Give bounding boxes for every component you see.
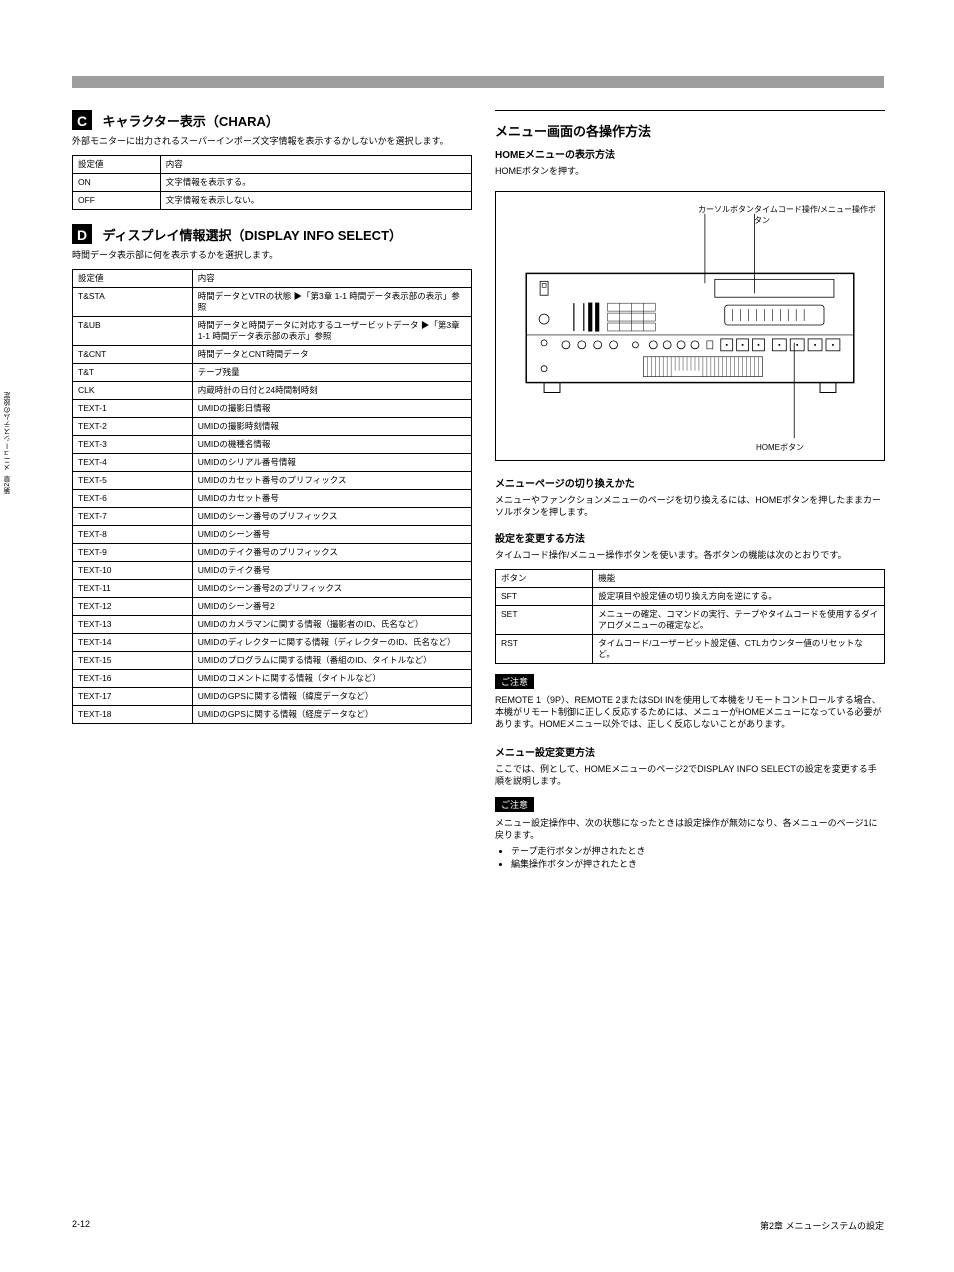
button-table: ボタン 機能 SFT設定項目や設定値の切り換え方向を逆にする。 SETメニューの…: [495, 569, 885, 664]
table-d-col0: 設定値: [73, 270, 193, 288]
table-row: TEXT-5UMIDのカセット番号のプリフィックス: [73, 472, 472, 490]
device-figure: カーソルボタン タイムコード操作/メニュー操作ボタン HOMEボタン: [495, 191, 885, 461]
table-row: TEXT-13UMIDのカメラマンに関する情報（撮影者のID、氏名など）: [73, 616, 472, 634]
table-row: TEXT-10UMIDのテイク番号: [73, 562, 472, 580]
btn-table-col1: 機能: [593, 570, 885, 588]
right-sub-3: 設定を変更する方法: [495, 530, 885, 545]
right-body-1: HOMEボタンを押す。: [495, 165, 885, 177]
table-row: TEXT-15UMIDのプログラムに関する情報（番組のID、タイトルなど）: [73, 652, 472, 670]
right-body-2: メニューやファンクションメニューのページを切り換えるには、HOMEボタンを押した…: [495, 494, 885, 518]
section-d: D ディスプレイ情報選択（DISPLAY INFO SELECT） 時間データ表…: [72, 224, 472, 724]
right-column: メニュー画面の各操作方法 HOMEメニューの表示方法 HOMEボタンを押す。 カ…: [495, 110, 885, 871]
section-c: C キャラクター表示（CHARA） 外部モニターに出力されるスーパーインポーズ文…: [72, 110, 472, 210]
table-row: CLK内蔵時計の日付と24時間制時刻: [73, 382, 472, 400]
note-body-2: メニュー設定操作中、次の状態になったときは設定操作が無効になり、各メニューのペー…: [495, 817, 885, 841]
side-tab: 第2章 メニューシステムの設定: [0, 388, 38, 498]
section-title-c: キャラクター表示（CHARA）: [102, 114, 278, 129]
table-row: TEXT-8UMIDのシーン番号: [73, 526, 472, 544]
table-row: TEXT-18UMIDのGPSに関する情報（経度データなど）: [73, 706, 472, 724]
right-sub-1: HOMEメニューの表示方法: [495, 146, 885, 161]
right-body-3: タイムコード操作/メニュー操作ボタンを使います。各ボタンの機能は次のとおりです。: [495, 549, 885, 561]
table-row: TEXT-2UMIDの撮影時刻情報: [73, 418, 472, 436]
table-row: T&CNT時間データとCNT時間データ: [73, 346, 472, 364]
footer-chapter: 第2章 メニューシステムの設定: [760, 1219, 884, 1232]
figure-callout-bot: HOMEボタン: [756, 442, 804, 453]
list-item: 編集操作ボタンが押されたとき: [511, 858, 885, 871]
table-c: 設定値 内容 ON文字情報を表示する。 OFF文字情報を表示しない。: [72, 155, 472, 210]
table-row: T&Tテープ残量: [73, 364, 472, 382]
table-row: TEXT-11UMIDのシーン番号2のプリフィックス: [73, 580, 472, 598]
note-label-1: ご注意: [495, 674, 534, 689]
table-row: TEXT-16UMIDのコメントに関する情報（タイトルなど）: [73, 670, 472, 688]
right-heading-1: メニュー画面の各操作方法: [495, 121, 885, 140]
figure-callout-mid: タイムコード操作/メニュー操作ボタン: [754, 204, 884, 226]
footer-page: 2-12: [72, 1219, 90, 1232]
table-row: ON文字情報を表示する。: [73, 174, 472, 192]
table-row: TEXT-3UMIDの機種名情報: [73, 436, 472, 454]
table-row: T&UB時間データと時間データに対応するユーザービットデータ ▶「第3章 1-1…: [73, 317, 472, 346]
header-bar: [72, 76, 884, 88]
list-item: テープ走行ボタンが押されたとき: [511, 845, 885, 858]
table-row: TEXT-4UMIDのシリアル番号情報: [73, 454, 472, 472]
note-label-2: ご注意: [495, 797, 534, 812]
device-svg: [496, 192, 884, 460]
table-row: T&STA時間データとVTRの状態 ▶「第3章 1-1 時間データ表示部の表示」…: [73, 288, 472, 317]
table-row: SETメニューの確定、コマンドの実行、テープやタイムコードを使用するダイアログメ…: [496, 606, 885, 635]
table-row: TEXT-1UMIDの撮影日情報: [73, 400, 472, 418]
table-d: 設定値 内容 T&STA時間データとVTRの状態 ▶「第3章 1-1 時間データ…: [72, 269, 472, 724]
table-row: RSTタイムコード/ユーザービット設定値、CTLカウンター値のリセットなど。: [496, 635, 885, 664]
table-row: TEXT-7UMIDのシーン番号のプリフィックス: [73, 508, 472, 526]
section-title-d: ディスプレイ情報選択（DISPLAY INFO SELECT）: [102, 228, 402, 243]
table-d-col1: 内容: [192, 270, 471, 288]
left-column: C キャラクター表示（CHARA） 外部モニターに出力されるスーパーインポーズ文…: [72, 110, 472, 724]
table-row: TEXT-14UMIDのディレクターに関する情報（ディレクターのID、氏名など）: [73, 634, 472, 652]
table-row: TEXT-17UMIDのGPSに関する情報（緯度データなど）: [73, 688, 472, 706]
table-row: TEXT-12UMIDのシーン番号2: [73, 598, 472, 616]
section-desc-d: 時間データ表示部に何を表示するかを選択します。: [72, 249, 472, 261]
table-row: SFT設定項目や設定値の切り換え方向を逆にする。: [496, 588, 885, 606]
section-badge-c: C: [72, 110, 92, 130]
btn-table-col0: ボタン: [496, 570, 593, 588]
page-footer: 2-12 第2章 メニューシステムの設定: [72, 1219, 884, 1232]
note-body-1: REMOTE 1（9P）、REMOTE 2またはSDI INを使用して本機をリモ…: [495, 694, 885, 730]
right-sub-2: メニューページの切り換えかた: [495, 475, 885, 490]
right-body-4: ここでは、例として、HOMEメニューのページ2でDISPLAY INFO SEL…: [495, 763, 885, 787]
divider: [495, 110, 885, 111]
section-badge-d: D: [72, 224, 92, 244]
right-sub-4: メニュー設定変更方法: [495, 744, 885, 759]
section-desc-c: 外部モニターに出力されるスーパーインポーズ文字情報を表示するかしないかを選択しま…: [72, 135, 472, 147]
table-row: TEXT-9UMIDのテイク番号のプリフィックス: [73, 544, 472, 562]
table-row: TEXT-6UMIDのカセット番号: [73, 490, 472, 508]
table-row: OFF文字情報を表示しない。: [73, 192, 472, 210]
figure-callout-top: カーソルボタン: [698, 204, 754, 215]
table-c-col0: 設定値: [73, 156, 161, 174]
table-c-col1: 内容: [160, 156, 471, 174]
